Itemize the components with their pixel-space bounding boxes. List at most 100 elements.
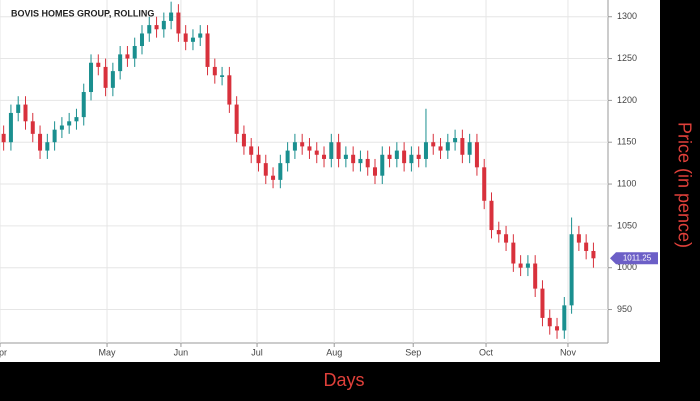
chart-background bbox=[0, 0, 660, 362]
x-axis-label: Days bbox=[323, 370, 364, 390]
candle-body bbox=[372, 167, 377, 176]
candle-body bbox=[474, 142, 479, 168]
candle-body bbox=[190, 37, 195, 42]
candle-body bbox=[387, 154, 392, 159]
last-price-label: 1011.25 bbox=[623, 253, 652, 262]
candle-body bbox=[74, 117, 79, 122]
candle-body bbox=[394, 150, 399, 159]
candle-body bbox=[263, 163, 268, 176]
x-tick-label: Aug bbox=[326, 347, 342, 357]
candle-body bbox=[453, 138, 458, 143]
candle-body bbox=[212, 66, 217, 76]
candle-body bbox=[511, 242, 516, 264]
candle-body bbox=[23, 104, 28, 122]
candle-body bbox=[67, 121, 72, 126]
y-tick-label: 1100 bbox=[617, 178, 636, 188]
candle-body bbox=[227, 75, 232, 105]
candle-body bbox=[416, 154, 421, 159]
candle-body bbox=[533, 263, 538, 289]
y-tick-label: 1050 bbox=[617, 220, 637, 230]
x-tick-label: Apr bbox=[0, 347, 7, 357]
candle-body bbox=[402, 150, 407, 164]
candle-body bbox=[16, 104, 21, 113]
candle-body bbox=[504, 234, 509, 243]
y-tick-label: 1000 bbox=[617, 262, 637, 272]
candle-body bbox=[154, 25, 159, 30]
candle-body bbox=[81, 92, 86, 118]
candle-body bbox=[431, 142, 436, 147]
candle-body bbox=[423, 142, 428, 159]
candle-body bbox=[409, 154, 414, 164]
candle-body bbox=[445, 142, 450, 151]
candle-body bbox=[562, 305, 567, 331]
candle-body bbox=[1, 133, 6, 143]
candle-body bbox=[118, 54, 123, 72]
candle-body bbox=[591, 250, 596, 259]
candle-body bbox=[314, 150, 319, 155]
candle-body bbox=[329, 142, 334, 159]
candle-body bbox=[59, 125, 64, 130]
candle-body bbox=[482, 167, 487, 201]
x-tick-label: Jun bbox=[174, 347, 189, 357]
x-tick-label: Jul bbox=[251, 347, 263, 357]
candle-body bbox=[489, 200, 494, 231]
chart-title: BOVIS HOMES GROUP, ROLLING bbox=[11, 8, 154, 18]
y-tick-label: 1200 bbox=[617, 95, 637, 105]
candle-body bbox=[234, 104, 239, 134]
candle-body bbox=[496, 230, 501, 235]
candle-body bbox=[176, 12, 181, 34]
candle-body bbox=[518, 263, 523, 268]
candle-body bbox=[569, 234, 574, 306]
candle-body bbox=[161, 20, 166, 30]
candle-body bbox=[336, 142, 341, 159]
candle-body bbox=[103, 66, 108, 88]
candle-body bbox=[525, 263, 530, 268]
candle-body bbox=[278, 163, 283, 180]
x-tick-label: May bbox=[99, 347, 117, 357]
candle-body bbox=[300, 142, 305, 147]
x-tick-label: Oct bbox=[479, 347, 494, 357]
candle-body bbox=[205, 33, 210, 67]
last-price-marker bbox=[610, 252, 658, 265]
y-tick-label: 1300 bbox=[617, 11, 637, 21]
candle-body bbox=[351, 154, 356, 164]
candle-body bbox=[38, 133, 43, 151]
candle-body bbox=[96, 62, 101, 67]
candle-body bbox=[110, 71, 115, 88]
candle-body bbox=[125, 54, 130, 59]
candle-body bbox=[540, 288, 545, 318]
candle-body bbox=[241, 133, 246, 147]
candle-body bbox=[547, 317, 552, 327]
candle-body bbox=[220, 75, 225, 77]
plot bbox=[0, 0, 608, 343]
candle-body bbox=[249, 146, 254, 155]
candle-body bbox=[292, 142, 297, 151]
candle-body bbox=[183, 33, 188, 42]
candle-body bbox=[52, 129, 57, 143]
candle-body bbox=[198, 33, 203, 38]
candle-body bbox=[132, 46, 137, 59]
candle-body bbox=[307, 146, 312, 151]
x-tick-label: Sep bbox=[405, 347, 421, 357]
candle-body bbox=[576, 234, 581, 243]
candle-body bbox=[271, 175, 276, 180]
candle-body bbox=[147, 25, 152, 34]
candle-body bbox=[343, 154, 348, 159]
candle-body bbox=[380, 154, 385, 176]
y-tick-label: 1150 bbox=[617, 137, 636, 147]
y-axis-label: Price (in pence) bbox=[674, 122, 694, 248]
candle-body bbox=[555, 326, 560, 331]
candle-body bbox=[467, 142, 472, 155]
candle-body bbox=[322, 154, 327, 159]
y-tick-label: 950 bbox=[617, 304, 632, 314]
candle-body bbox=[285, 150, 290, 164]
candle-body bbox=[365, 158, 370, 168]
candle-body bbox=[169, 12, 174, 21]
x-tick-label: Nov bbox=[560, 347, 577, 357]
candle-body bbox=[256, 154, 261, 164]
candle-body bbox=[8, 112, 13, 143]
candle-body bbox=[358, 158, 363, 164]
candle-body bbox=[30, 121, 35, 134]
